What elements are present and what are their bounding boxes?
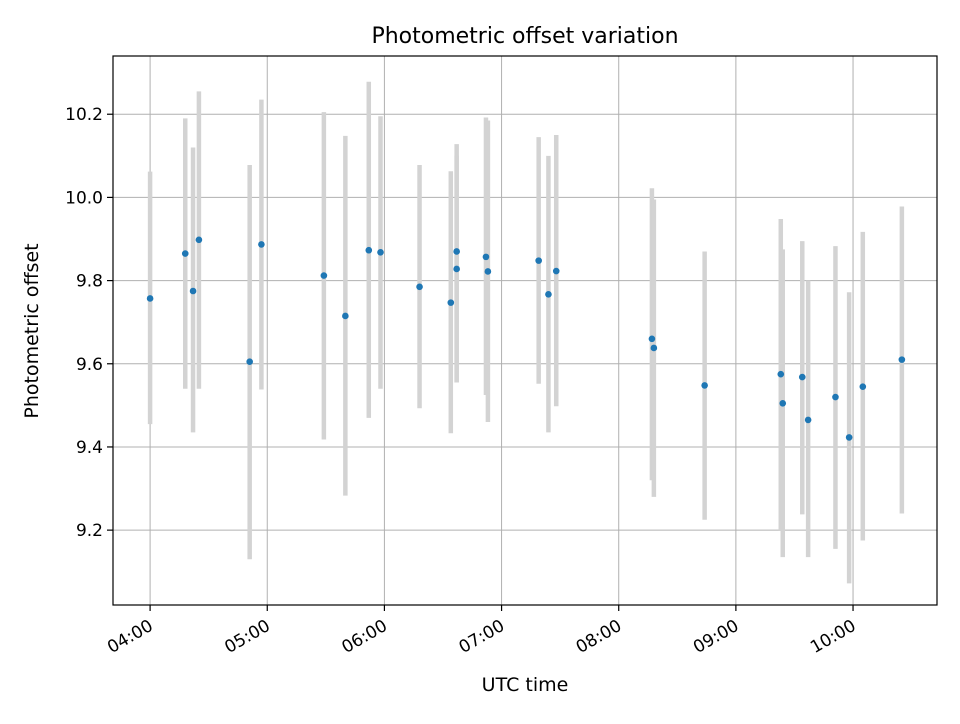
data-point <box>377 249 384 256</box>
data-point <box>246 358 253 365</box>
data-point <box>650 344 658 352</box>
data-point <box>195 236 203 244</box>
data-point <box>482 253 490 261</box>
data-point <box>701 382 708 389</box>
y-tick-label: 9.6 <box>76 355 103 375</box>
data-point <box>832 393 839 401</box>
data-point <box>453 265 460 273</box>
data-point <box>447 299 455 306</box>
data-point <box>258 241 265 248</box>
y-tick-label: 9.8 <box>76 272 103 292</box>
data-point <box>545 291 552 298</box>
data-point <box>453 248 460 255</box>
data-point <box>342 312 349 320</box>
data-point <box>146 295 154 302</box>
y-tick-label: 10.0 <box>65 188 103 208</box>
data-point <box>804 416 812 424</box>
y-tick-label: 9.2 <box>76 521 103 541</box>
data-point <box>320 272 328 279</box>
data-point <box>552 267 560 275</box>
data-point <box>189 287 197 295</box>
data-point <box>181 250 189 257</box>
data-point <box>648 335 656 343</box>
data-point <box>777 370 785 378</box>
x-axis-label: UTC time <box>482 674 569 696</box>
data-point <box>845 434 853 441</box>
chart-title: Photometric offset variation <box>371 24 678 49</box>
data-point <box>365 246 373 254</box>
y-axis-label: Photometric offset <box>21 243 43 418</box>
data-point <box>779 399 787 407</box>
data-point <box>416 283 423 291</box>
y-tick-label: 10.2 <box>65 105 103 125</box>
data-points <box>146 236 906 441</box>
data-point <box>859 383 867 390</box>
plot-frame <box>112 55 938 606</box>
y-axis-ticks: 9.2 9.4 9.6 9.8 10.0 10.2 <box>65 105 113 541</box>
data-point <box>798 373 806 381</box>
data-point <box>898 356 906 363</box>
data-point <box>535 257 542 264</box>
y-tick-label: 9.4 <box>76 438 103 458</box>
data-point <box>484 268 492 275</box>
